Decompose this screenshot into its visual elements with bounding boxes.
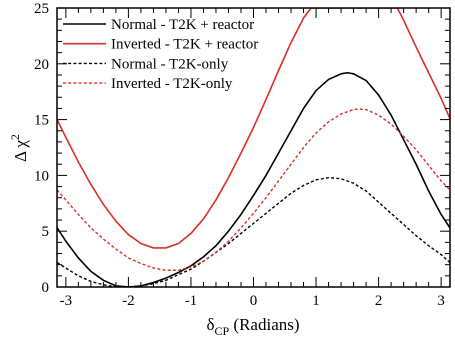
x-axis-label: δCP (Radians)	[206, 315, 299, 337]
y-axis-label-main: Δ χ	[11, 140, 30, 162]
series-line-inverted-t2k-only	[57, 108, 450, 271]
y-tick-label: 5	[42, 224, 50, 240]
x-tick-label: 2	[375, 293, 383, 309]
x-axis-label-main: δ	[206, 315, 214, 334]
x-tick-label: -3	[60, 293, 73, 309]
x-axis-label-subscript: CP	[214, 324, 229, 337]
series-line-inverted-t2k-reactor	[57, 8, 450, 249]
x-tick-label: -1	[185, 293, 198, 309]
y-tick-label: 0	[42, 280, 50, 296]
y-axis-label-superscript: 2	[8, 134, 22, 140]
series-line-normal-t2k-only	[57, 176, 450, 287]
y-tick-label: 25	[34, 1, 49, 17]
y-tick-label: 20	[34, 57, 49, 73]
legend-label-normal-t2k-reactor: Normal - T2K + reactor	[111, 17, 254, 33]
legend-label-inverted-t2k-reactor: Inverted - T2K + reactor	[111, 37, 258, 53]
x-axis-label-suffix: (Radians)	[229, 315, 299, 334]
x-tick-label: 1	[312, 293, 320, 309]
legend-label-inverted-t2k-only: Inverted - T2K-only	[111, 76, 233, 92]
y-tick-label: 15	[34, 113, 49, 129]
x-tick-label: -2	[122, 293, 135, 309]
x-tick-label: 3	[437, 293, 445, 309]
legend: Normal - T2K + reactor Inverted - T2K + r…	[63, 17, 258, 92]
y-axis-label: Δ χ2	[8, 134, 30, 162]
y-tick-label: 10	[34, 168, 49, 184]
ticks-layer: -3 -2 -1 0 1 2 3 0 5 10 15 20 25	[34, 1, 450, 309]
x-tick-label: 0	[250, 293, 258, 309]
plot-frame	[56, 7, 451, 288]
legend-label-normal-t2k-only: Normal - T2K-only	[111, 56, 229, 72]
